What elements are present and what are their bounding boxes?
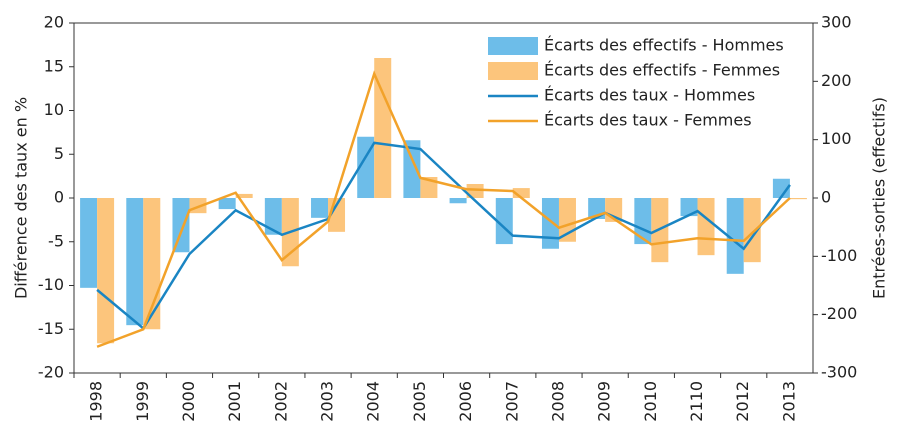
y-tick-label: 20 <box>44 13 64 32</box>
x-tick-label: 2013 <box>779 381 798 422</box>
bar <box>680 198 698 217</box>
bar <box>374 58 392 198</box>
x-tick-label: 1999 <box>133 381 152 422</box>
y2-tick-label: -100 <box>821 246 857 265</box>
x-tick-label: 2012 <box>733 381 752 422</box>
x-tick-label: 2006 <box>456 381 475 422</box>
x-tick-label: 2008 <box>548 381 567 422</box>
legend-label: Écarts des taux - Hommes <box>544 86 755 105</box>
x-tick-label: 2010 <box>641 381 660 422</box>
x-tick-label: 2110 <box>687 381 706 422</box>
line <box>96 141 791 331</box>
bar <box>449 198 467 204</box>
legend-swatch <box>488 62 538 80</box>
y2-tick-label: -200 <box>821 304 857 323</box>
bar <box>80 198 98 288</box>
y2-tick-label: 0 <box>821 188 831 207</box>
y-tick-label: -10 <box>38 275 64 294</box>
bar <box>512 188 530 198</box>
y-tick-label: -5 <box>48 231 64 250</box>
y2-tick-label: 300 <box>821 13 852 32</box>
y2-tick-label: -300 <box>821 363 857 382</box>
y-tick-label: 5 <box>54 144 64 163</box>
x-tick-label: 2005 <box>410 381 429 422</box>
legend-label: Écarts des taux - Femmes <box>544 111 752 130</box>
bar <box>558 198 576 242</box>
x-tick-label: 2007 <box>502 381 521 422</box>
line <box>96 70 791 348</box>
y-tick-label: -15 <box>38 319 64 338</box>
bar <box>403 140 421 198</box>
y2-tick-label: 100 <box>821 129 852 148</box>
x-tick-label: 2003 <box>318 381 337 422</box>
bar <box>772 178 790 198</box>
legend-label: Écarts des effectifs - Hommes <box>544 36 784 55</box>
bar <box>311 198 329 218</box>
bar <box>235 193 253 198</box>
bar <box>697 198 715 256</box>
bar <box>264 198 282 235</box>
x-tick-label: 2004 <box>364 381 383 422</box>
y-tick-label: 15 <box>44 56 64 75</box>
y2-tick-label: 200 <box>821 71 852 90</box>
y2-axis-title: Entrées-sorties (effectifs) <box>870 97 889 299</box>
bar <box>541 198 559 249</box>
y-tick-label: -20 <box>38 363 64 382</box>
x-tick-label: 1998 <box>87 381 106 422</box>
x-tick-label: 2001 <box>225 381 244 422</box>
legend-swatch <box>488 37 538 55</box>
bar <box>634 198 652 245</box>
bar <box>97 198 115 344</box>
x-tick-label: 2002 <box>271 381 290 422</box>
y-tick-label: 10 <box>44 100 64 119</box>
legend-label: Écarts des effectifs - Femmes <box>544 61 780 80</box>
bar <box>743 198 761 263</box>
y-tick-label: 0 <box>54 188 64 207</box>
y-axis-title: Différence des taux en % <box>12 97 31 299</box>
bar <box>126 198 144 326</box>
bar <box>172 198 190 253</box>
x-tick-label: 2000 <box>179 381 198 422</box>
bar <box>218 198 236 210</box>
bar <box>726 198 744 274</box>
bar <box>466 184 484 198</box>
x-tick-label: 2009 <box>595 381 614 422</box>
bar <box>789 198 807 200</box>
